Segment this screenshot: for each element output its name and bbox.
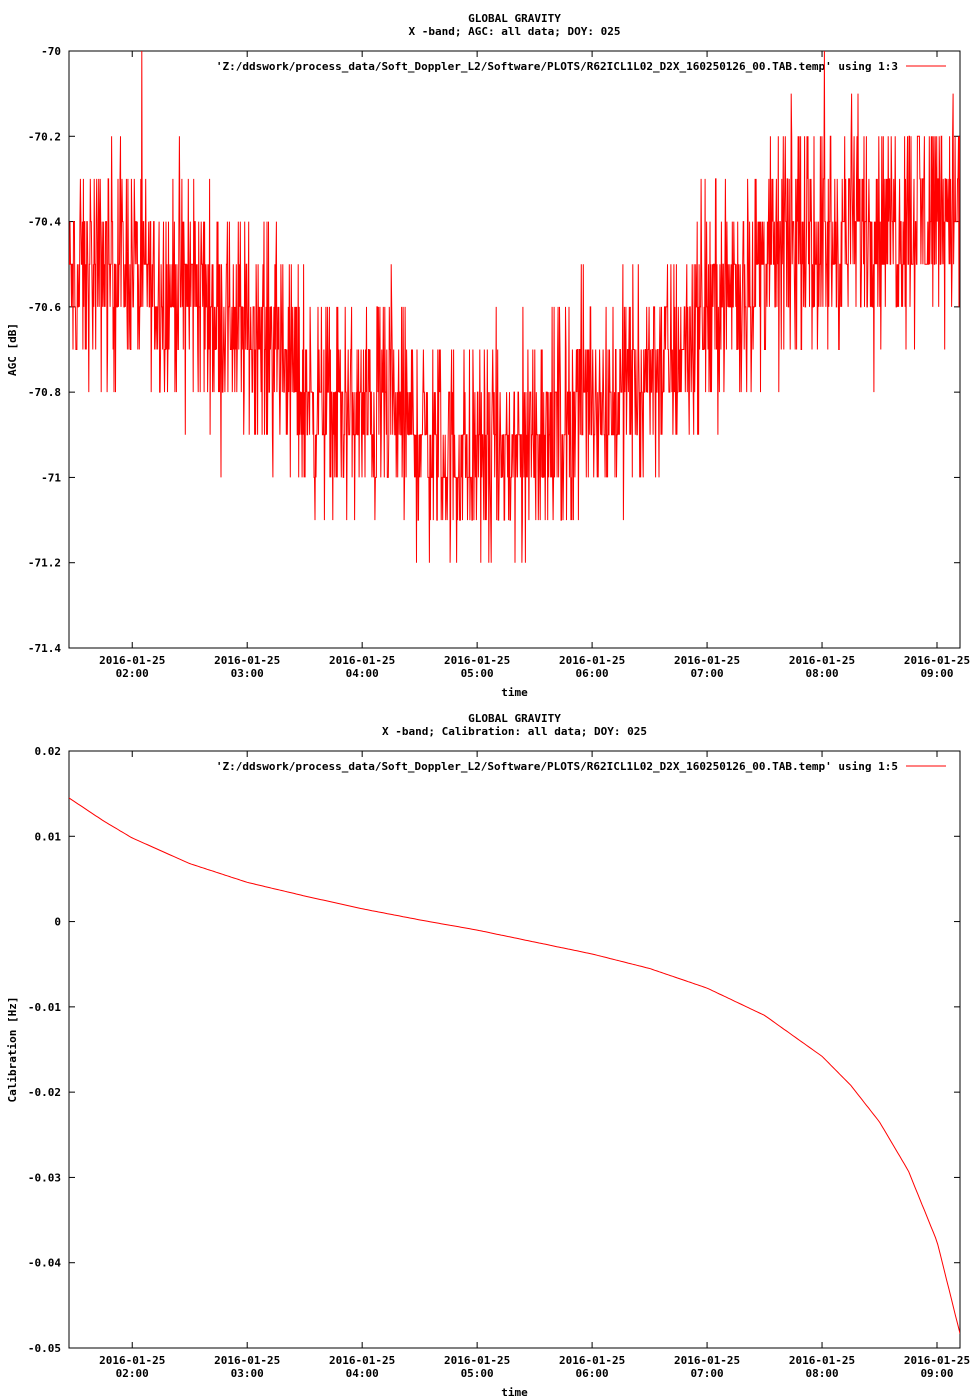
- y-tick-label: -70.4: [28, 216, 61, 229]
- x-tick-time-label: 04:00: [346, 667, 379, 680]
- series-line: [69, 51, 960, 563]
- x-tick-date-label: 2016-01-25: [214, 1354, 280, 1367]
- x-tick-date-label: 2016-01-25: [904, 654, 970, 667]
- legend-label: 'Z:/ddswork/process_data/Soft_Doppler_L2…: [216, 760, 898, 773]
- chart-subtitle: X -band; AGC: all data; DOY: 025: [409, 25, 621, 38]
- x-tick-date-label: 2016-01-25: [99, 654, 165, 667]
- y-tick-label: -71: [41, 471, 61, 484]
- x-tick-date-label: 2016-01-25: [559, 1354, 625, 1367]
- x-tick-date-label: 2016-01-25: [674, 1354, 740, 1367]
- x-tick-time-label: 08:00: [805, 1367, 838, 1380]
- x-axis-label: time: [501, 686, 528, 699]
- x-tick-time-label: 08:00: [805, 667, 838, 680]
- x-tick-time-label: 04:00: [346, 1367, 379, 1380]
- y-tick-label: -0.05: [28, 1342, 61, 1355]
- y-tick-label: -0.01: [28, 1001, 61, 1014]
- y-tick-label: -70: [41, 45, 61, 58]
- x-tick-time-label: 06:00: [576, 1367, 609, 1380]
- x-tick-time-label: 05:00: [461, 667, 494, 680]
- x-tick-date-label: 2016-01-25: [329, 1354, 395, 1367]
- plot-frame: [68, 750, 961, 1349]
- plot-frame: [68, 50, 961, 649]
- y-tick-label: 0.01: [35, 830, 62, 843]
- x-tick-time-label: 03:00: [231, 667, 264, 680]
- legend-label: 'Z:/ddswork/process_data/Soft_Doppler_L2…: [216, 60, 898, 73]
- y-tick-label: -0.02: [28, 1086, 61, 1099]
- x-tick-time-label: 05:00: [461, 1367, 494, 1380]
- y-tick-label: 0: [54, 916, 61, 929]
- x-tick-time-label: 07:00: [691, 1367, 724, 1380]
- x-tick-time-label: 02:00: [116, 667, 149, 680]
- x-tick-date-label: 2016-01-25: [329, 654, 395, 667]
- y-tick-label: -70.2: [28, 130, 61, 143]
- x-tick-time-label: 09:00: [920, 667, 953, 680]
- y-tick-label: -0.04: [28, 1257, 61, 1270]
- x-tick-time-label: 09:00: [920, 1367, 953, 1380]
- x-tick-date-label: 2016-01-25: [214, 654, 280, 667]
- y-tick-label: -71.2: [28, 557, 61, 570]
- x-tick-date-label: 2016-01-25: [789, 1354, 855, 1367]
- y-tick-label: 0.02: [35, 745, 62, 758]
- chart-subtitle: X -band; Calibration: all data; DOY: 025: [382, 725, 647, 738]
- y-tick-label: -71.4: [28, 642, 61, 655]
- x-tick-date-label: 2016-01-25: [444, 654, 510, 667]
- y-axis-label: AGC [dB]: [6, 323, 19, 376]
- y-tick-label: -0.03: [28, 1171, 61, 1184]
- x-tick-time-label: 03:00: [231, 1367, 264, 1380]
- y-axis-label: Calibration [Hz]: [6, 997, 19, 1103]
- x-tick-date-label: 2016-01-25: [789, 654, 855, 667]
- y-tick-label: -70.6: [28, 301, 61, 314]
- x-tick-date-label: 2016-01-25: [444, 1354, 510, 1367]
- x-tick-date-label: 2016-01-25: [904, 1354, 970, 1367]
- x-axis-label: time: [501, 1386, 528, 1399]
- y-tick-label: -70.8: [28, 386, 61, 399]
- x-tick-time-label: 06:00: [576, 667, 609, 680]
- x-tick-date-label: 2016-01-25: [559, 654, 625, 667]
- x-tick-date-label: 2016-01-25: [99, 1354, 165, 1367]
- chart-title: GLOBAL GRAVITY: [468, 712, 561, 725]
- series-line: [69, 797, 960, 1334]
- chart-title: GLOBAL GRAVITY: [468, 12, 561, 25]
- x-tick-date-label: 2016-01-25: [674, 654, 740, 667]
- x-tick-time-label: 07:00: [691, 667, 724, 680]
- x-tick-time-label: 02:00: [116, 1367, 149, 1380]
